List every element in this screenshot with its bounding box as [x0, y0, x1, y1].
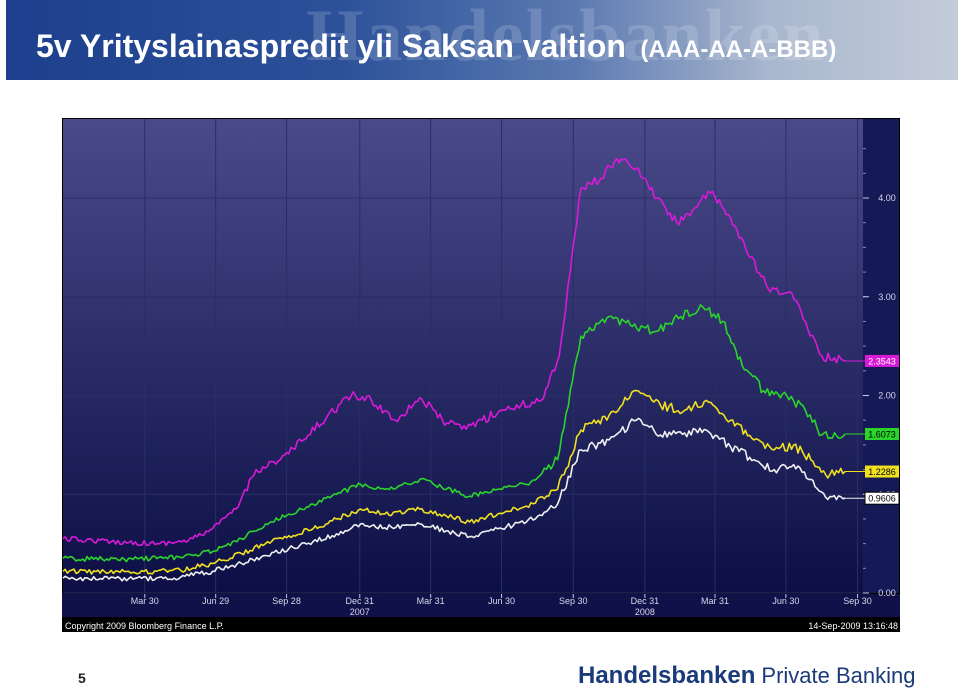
x-year-label: 2007 — [350, 607, 370, 617]
x-tick-label: Jun 30 — [488, 596, 515, 606]
x-tick-label: Sep 30 — [559, 596, 588, 606]
title-main: 5v Yrityslainaspredit yli Saksan valtion — [36, 28, 626, 64]
x-tick-label: Sep 30 — [843, 596, 872, 606]
last-value-label: 1.6073 — [868, 430, 896, 440]
last-value-badge — [865, 428, 899, 441]
x-tick-label: Jun 30 — [772, 596, 799, 606]
x-tick-label: Jun 29 — [202, 596, 229, 606]
x-tick-label: Mar 31 — [701, 596, 729, 606]
x-tick-label: Sep 28 — [272, 596, 301, 606]
title-subtitle: (AAA-AA-A-BBB) — [640, 36, 837, 63]
series-line — [62, 417, 846, 582]
spread-chart: 0.001.002.003.004.002.35431.60731.22860.… — [62, 118, 900, 632]
y-tick-label: 2.00 — [878, 391, 896, 401]
x-tick-label: Mar 31 — [417, 596, 445, 606]
last-value-label: 2.3543 — [868, 356, 896, 366]
x-tick-label: Dec 31 — [631, 596, 660, 606]
x-year-label: 2008 — [635, 607, 655, 617]
series-line — [62, 304, 846, 563]
slide-title: 5v Yrityslainaspredit yli Saksan valtion… — [36, 28, 836, 65]
last-value-badge — [864, 491, 900, 505]
series-layer — [62, 157, 865, 582]
chart-container: 0.001.002.003.004.002.35431.60731.22860.… — [62, 118, 900, 632]
series-line — [62, 389, 846, 575]
bank-logo: Handelsbanken Private Banking — [578, 662, 915, 690]
timestamp-text: 14-Sep-2009 13:16:48 — [808, 621, 898, 631]
y-axis: 0.001.002.003.004.002.35431.60731.22860.… — [863, 148, 900, 598]
y-tick-label: 4.00 — [878, 193, 896, 203]
y-tick-label: 0.00 — [878, 588, 896, 598]
logo-suffix: Private Banking — [761, 663, 916, 688]
copyright-text: Copyright 2009 Bloomberg Finance L.P. — [65, 621, 224, 631]
last-value-label: 0.9606 — [868, 494, 896, 504]
last-value-badge — [865, 354, 899, 367]
y-tick-label: 3.00 — [878, 292, 896, 302]
slide-header: Handelsbanken 5v Yrityslainaspredit yli … — [6, 0, 958, 80]
x-tick-label: Mar 30 — [131, 596, 159, 606]
x-axis-panel — [62, 594, 900, 617]
footer-bar — [62, 618, 900, 632]
last-value-badge — [865, 465, 899, 478]
last-value-label: 1.2286 — [868, 467, 896, 477]
header-watermark: Handelsbanken — [306, 0, 826, 77]
page-number: 5 — [78, 670, 86, 686]
logo-brand: Handelsbanken — [578, 662, 756, 689]
series-line — [62, 157, 846, 547]
x-tick-label: Dec 31 — [346, 596, 375, 606]
